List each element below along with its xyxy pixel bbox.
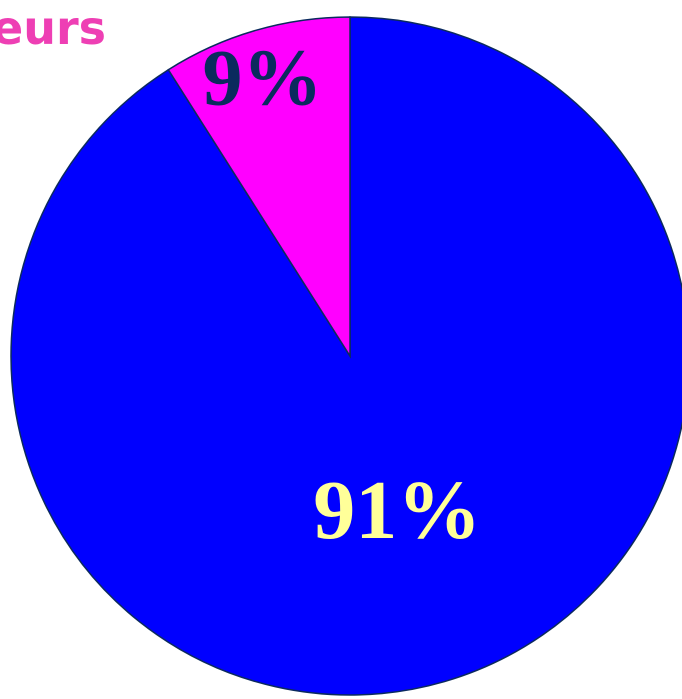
pie-slices [10, 16, 682, 696]
pie-labels: 91% 9% [202, 34, 481, 557]
pie-slice-label-91: 91% [313, 464, 481, 557]
pie-slice-label-9: 9% [202, 34, 322, 122]
chart-title: eurs [0, 1, 106, 55]
pie-slice-9 [167, 16, 351, 359]
pie-slice-91 [10, 16, 682, 696]
